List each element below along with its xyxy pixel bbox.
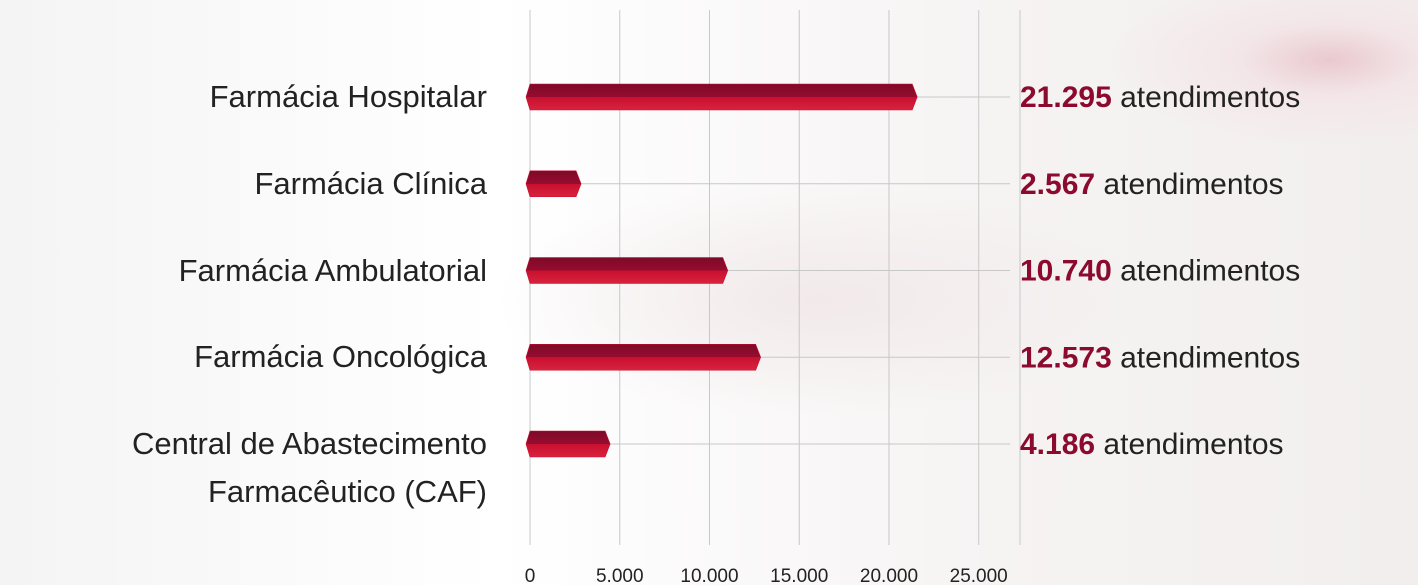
category-label: Farmácia Hospitalar (209, 79, 487, 114)
category-label: Farmácia Clínica (254, 165, 487, 201)
value-label-group: 4.186 atendimentos (1020, 428, 1284, 461)
x-tick-label: 0 (525, 566, 536, 585)
x-tick-label: 20.000 (860, 566, 918, 585)
unit-label: atendimentos (1103, 428, 1283, 461)
value-label: 21.295 (1020, 81, 1112, 114)
unit-label: atendimentos (1120, 81, 1300, 114)
bar (525, 430, 611, 458)
bar (525, 257, 729, 284)
value-label: 2.567 (1020, 168, 1095, 201)
x-tick-label: 15.000 (770, 566, 828, 585)
x-tick-label: 10.000 (680, 566, 738, 585)
x-tick-label: 25.000 (950, 566, 1008, 585)
value-label-group: 12.573 atendimentos (1020, 341, 1300, 374)
value-label: 12.573 (1020, 341, 1112, 374)
bar (525, 83, 918, 111)
unit-label: atendimentos (1120, 254, 1300, 287)
value-label: 4.186 (1020, 428, 1095, 461)
value-label: 10.740 (1020, 254, 1112, 287)
value-label-group: 21.295 atendimentos (1020, 81, 1300, 114)
value-label-group: 2.567 atendimentos (1020, 168, 1284, 201)
unit-label: atendimentos (1120, 341, 1300, 374)
category-label: Central de Abastecimento Farmacêutico (C… (132, 426, 487, 509)
bar (525, 170, 582, 198)
category-label: Farmácia Oncológica (194, 339, 487, 375)
x-tick-label: 5.000 (596, 566, 644, 585)
category-label: Farmácia Ambulatorial (178, 252, 487, 288)
unit-label: atendimentos (1103, 168, 1283, 201)
value-label-group: 10.740 atendimentos (1020, 254, 1300, 287)
bar (525, 343, 761, 371)
